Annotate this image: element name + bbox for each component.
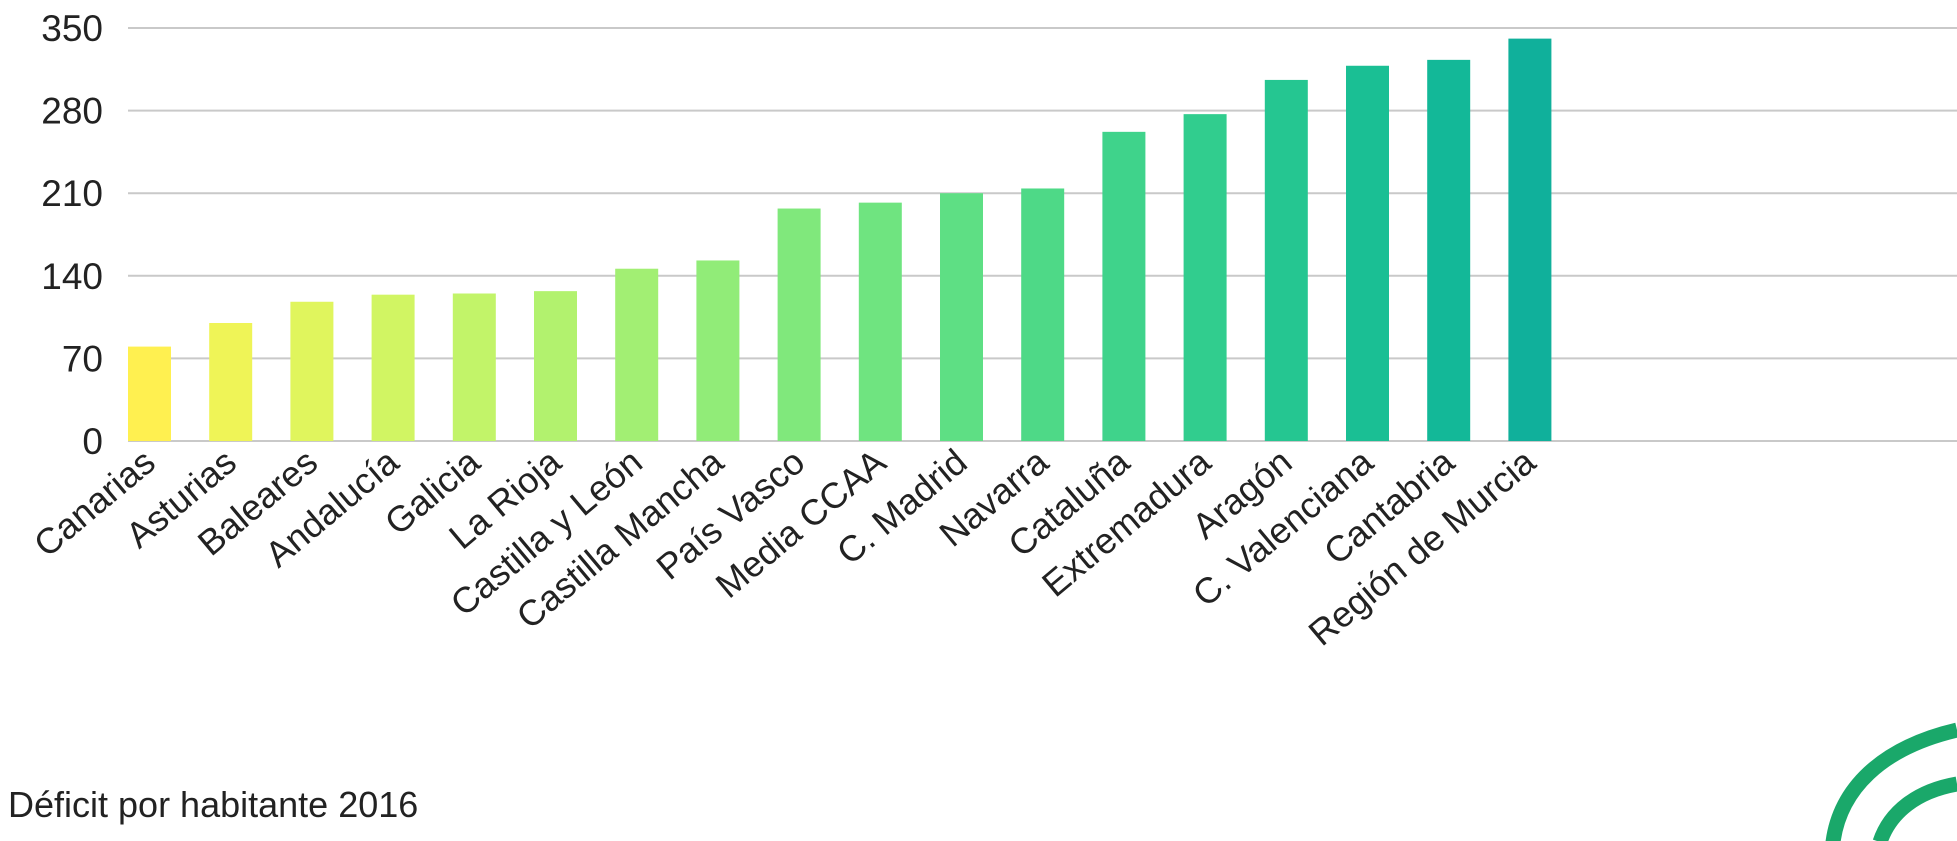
bar-baleares: [290, 301, 334, 441]
logo-arc-inner: [1872, 776, 1957, 841]
y-tick-label: 0: [82, 421, 103, 462]
bar-c-madrid: [940, 193, 983, 441]
bar-galicia: [452, 293, 496, 441]
junta-andalucia-logo-icon: [1825, 722, 1957, 841]
bar-aragón: [1264, 79, 1308, 442]
bar-c-valenciana: [1346, 65, 1389, 441]
y-tick-label: 350: [41, 8, 103, 49]
bar-media-ccaa: [858, 202, 902, 441]
bar-región-de-murcia: [1508, 38, 1552, 442]
y-tick-label: 210: [41, 173, 103, 214]
bar-cantabria: [1427, 59, 1471, 442]
bar-la-rioja: [534, 291, 577, 441]
bar-asturias: [209, 323, 253, 441]
bar-castilla-mancha: [696, 260, 740, 441]
bar-navarra: [1021, 188, 1065, 441]
bar-andalucía: [371, 294, 415, 441]
bar-país-vasco: [777, 208, 821, 441]
footer-caption: Déficit por habitante 2016: [8, 784, 418, 825]
y-tick-label: 140: [41, 256, 103, 297]
bar-cataluña: [1102, 131, 1146, 441]
y-axis-ticks: 0 70 140 210 280 350: [41, 8, 103, 462]
bar-canarias: [128, 346, 171, 441]
logo-arc-outer: [1825, 722, 1957, 841]
x-axis-labels: CanariasAsturiasBalearesAndalucíaGalicia…: [26, 440, 1544, 653]
y-tick-label: 70: [62, 338, 103, 379]
bar-extremadura: [1183, 114, 1227, 441]
bars: [128, 38, 1552, 442]
y-tick-label: 280: [41, 91, 103, 132]
bar-castilla-y-león: [615, 268, 659, 441]
